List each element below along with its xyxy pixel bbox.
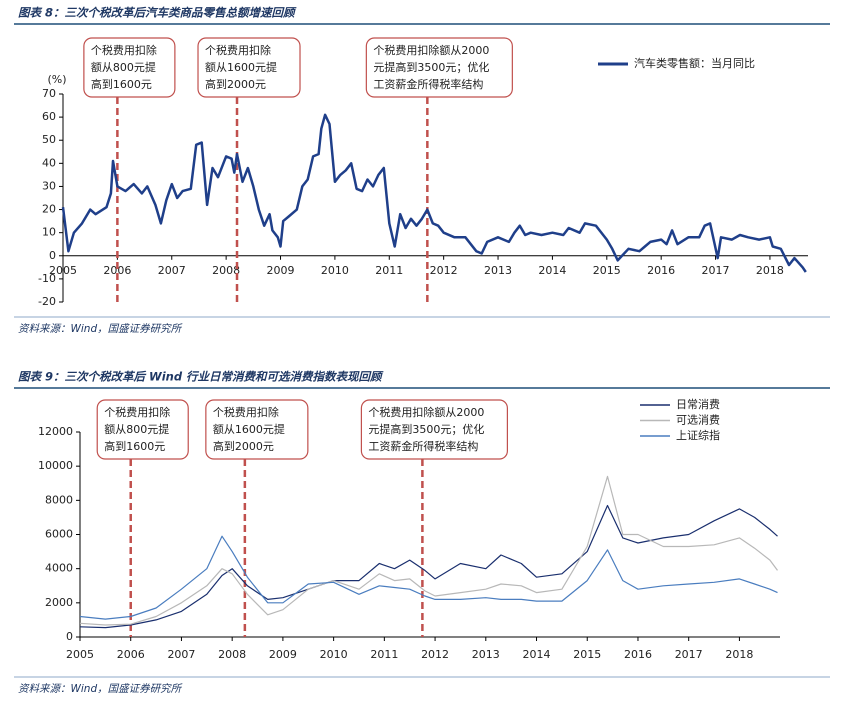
x-tick-label: 2010 (321, 264, 349, 277)
chart-title: 图表 8：三次个税改革后汽车类商品零售总额增速回顾 (18, 6, 297, 20)
y-tick-label: 30 (42, 179, 56, 192)
x-tick-label: 2015 (573, 648, 601, 661)
x-tick-label: 2013 (472, 648, 500, 661)
x-tick-label: 2011 (370, 648, 398, 661)
y-tick-label: 10000 (38, 459, 73, 472)
source: 资料来源：Wind，国盛证券研究所 (18, 683, 183, 695)
x-tick-label: 2006 (117, 648, 145, 661)
x-tick-label: 2009 (267, 264, 295, 277)
annotation-text: 元提高到3500元；优化 (368, 422, 484, 436)
y-tick-label: 0 (49, 249, 56, 262)
annotation-text: 额从800元提 (91, 61, 156, 74)
annotation-text: 高到2000元 (205, 77, 266, 91)
annotation-text: 高到2000元 (213, 439, 274, 453)
source: 资料来源：Wind，国盛证券研究所 (18, 323, 183, 335)
annotation-text: 个税费用扣除 (205, 43, 271, 57)
x-tick-label: 2011 (375, 264, 403, 277)
x-tick-label: 2013 (484, 264, 512, 277)
y-tick-label: 6000 (45, 528, 73, 541)
y-tick-label: 8000 (45, 493, 73, 506)
series-line (61, 113, 807, 273)
annotation-text: 工资薪金所得税率结构 (368, 439, 478, 453)
x-tick-label: 2008 (218, 648, 246, 661)
x-tick-label: 2007 (158, 264, 186, 277)
y-tick-label: -20 (38, 295, 56, 308)
x-tick-label: 2010 (320, 648, 348, 661)
y-tick-label: 60 (42, 110, 56, 123)
annotation-text: 额从800元提 (104, 423, 169, 436)
legend-label: 上证综指 (676, 428, 720, 442)
annotation-text: 额从1600元提 (213, 423, 285, 436)
y-tick-label: 0 (66, 630, 73, 643)
annotation-text: 元提高到3500元；优化 (373, 60, 489, 74)
x-tick-label: 2018 (756, 264, 784, 277)
annotation-text: 高到1600元 (104, 439, 165, 453)
legend-label: 汽车类零售额：当月同比 (634, 56, 755, 70)
y-tick-label: 70 (42, 87, 56, 100)
x-tick-label: 2015 (593, 264, 621, 277)
annotation-text: 个税费用扣除 (213, 405, 279, 419)
annotation-text: 个税费用扣除 (104, 405, 170, 419)
annotation-box (360, 399, 508, 460)
y-tick-label: 2000 (45, 596, 73, 609)
annotation-box (205, 399, 309, 460)
x-tick-label: 2007 (167, 648, 195, 661)
x-tick-label: 2005 (49, 264, 77, 277)
annotation-box (96, 399, 189, 460)
x-tick-label: 2017 (675, 648, 703, 661)
y-tick-label: 12000 (38, 425, 73, 438)
y-axis-label: (%) (47, 73, 66, 86)
annotation-text: 个税费用扣除额从2000 (373, 43, 489, 57)
x-tick-label: 2006 (103, 264, 131, 277)
x-tick-label: 2018 (725, 648, 753, 661)
annotation-text: 高到1600元 (91, 77, 152, 91)
x-tick-label: 2014 (523, 648, 551, 661)
series-line (79, 504, 778, 629)
x-tick-label: 2016 (624, 648, 652, 661)
annotation-box (197, 37, 301, 98)
legend-label: 可选消费 (676, 413, 720, 427)
annotation-box (365, 37, 513, 98)
y-tick-label: 10 (42, 226, 56, 239)
annotation-text: 工资薪金所得税率结构 (373, 77, 483, 91)
annotation-text: 额从1600元提 (205, 61, 277, 74)
series-line (79, 535, 778, 620)
chart-title: 图表 9：三次个税改革后 Wind 行业日常消费和可选消费指数表现回顾 (18, 370, 384, 384)
y-tick-label: 4000 (45, 562, 73, 575)
legend-label: 日常消费 (676, 397, 720, 411)
x-tick-label: 2012 (430, 264, 458, 277)
y-tick-label: 50 (42, 133, 56, 146)
x-tick-label: 2016 (647, 264, 675, 277)
x-tick-label: 2008 (212, 264, 240, 277)
y-tick-label: -10 (38, 272, 56, 285)
x-tick-label: 2014 (538, 264, 566, 277)
annotation-text: 个税费用扣除 (91, 43, 157, 57)
annotation-box (83, 37, 176, 98)
y-tick-label: 40 (42, 156, 56, 169)
x-tick-label: 2017 (702, 264, 730, 277)
series-line (79, 475, 778, 626)
x-tick-label: 2012 (421, 648, 449, 661)
x-tick-label: 2009 (269, 648, 297, 661)
x-tick-label: 2005 (66, 648, 94, 661)
y-tick-label: 20 (42, 203, 56, 216)
annotation-text: 个税费用扣除额从2000 (368, 405, 484, 419)
